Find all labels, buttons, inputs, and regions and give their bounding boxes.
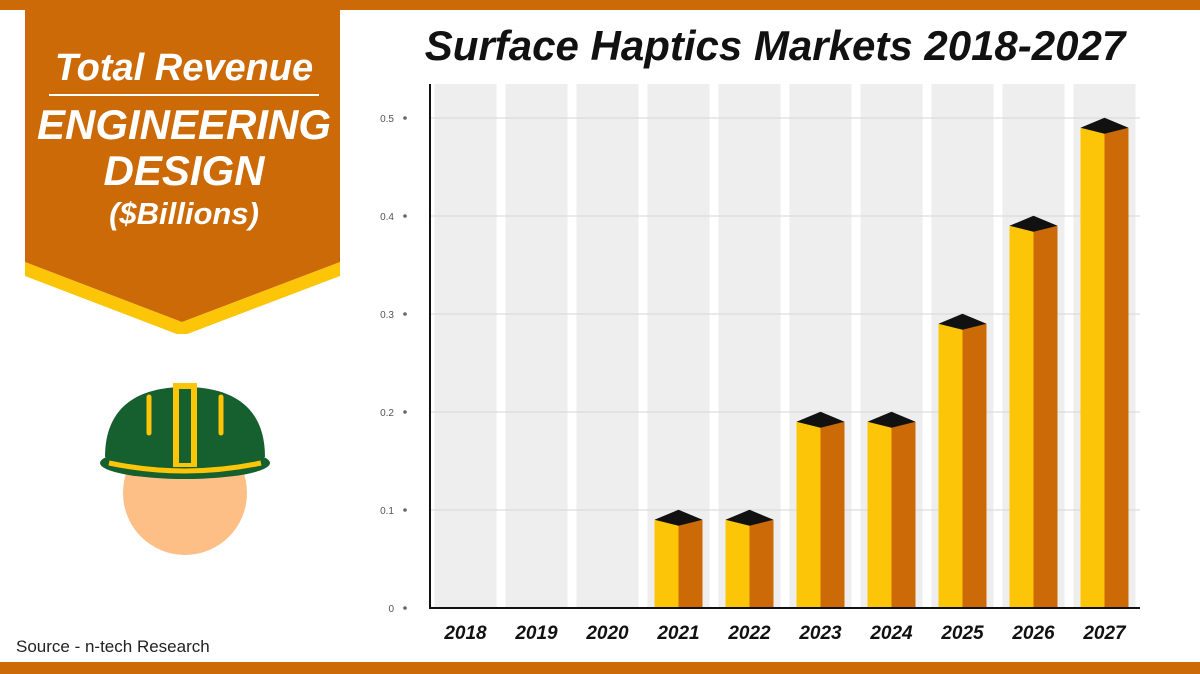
column-background-2020 xyxy=(576,84,639,608)
y-tick-dot-0 xyxy=(403,606,407,610)
bar-front-2026 xyxy=(1009,225,1034,609)
bar-side-2021 xyxy=(678,519,703,608)
bottom-accent-bar xyxy=(0,662,1200,674)
banner-divider xyxy=(49,94,319,96)
bar-top-2022 xyxy=(725,509,774,526)
y-tick-label: 0.4 xyxy=(380,212,394,223)
y-tick-dot-1 xyxy=(403,508,407,512)
bar-top-2021 xyxy=(654,509,703,526)
column-background-2018 xyxy=(434,84,497,608)
x-tick-label: 2027 xyxy=(1082,623,1127,644)
x-tick-label: 2026 xyxy=(1011,623,1055,644)
banner-shadow xyxy=(25,262,340,334)
bar-front-2021 xyxy=(654,519,679,608)
banner-units: ($Billions) xyxy=(109,196,259,231)
bar-side-2026 xyxy=(1033,225,1058,609)
y-tick-dot-3 xyxy=(403,312,407,316)
banner-shape xyxy=(25,0,340,322)
bar-side-2027 xyxy=(1104,127,1129,609)
bar-side-2024 xyxy=(891,421,916,608)
banner-subtitle-1: ENGINEERING xyxy=(36,101,332,148)
top-accent-bar xyxy=(0,0,1200,10)
column-background-2019 xyxy=(505,84,568,608)
helmet-brim-stripe xyxy=(108,460,262,474)
banner-title: Total Revenue xyxy=(54,47,314,89)
chart-title: Surface Haptics Markets 2018-2027 xyxy=(424,22,1126,69)
bar-side-2025 xyxy=(962,323,987,608)
x-tick-label: 2024 xyxy=(869,623,913,644)
source-note: Source - n-tech Research xyxy=(16,637,210,656)
title-banner xyxy=(25,0,340,334)
bar-side-2022 xyxy=(749,519,774,608)
y-tick-dot-2 xyxy=(403,410,407,414)
bar-front-2022 xyxy=(725,519,750,608)
bar-front-2025 xyxy=(938,323,963,608)
y-tick-dot-5 xyxy=(403,116,407,120)
bar-top-2025 xyxy=(938,313,987,330)
banner-text: Total Revenue ENGINEERING DESIGN ($Billi… xyxy=(28,46,340,234)
bar-top-2026 xyxy=(1009,215,1058,232)
y-tick-label: 0.2 xyxy=(380,408,394,419)
y-tick-label: 0 xyxy=(388,604,394,615)
y-tick-label: 0.5 xyxy=(380,114,394,125)
bar-top-2024 xyxy=(867,411,916,428)
y-tick-label: 0.1 xyxy=(380,506,394,517)
x-tick-label: 2018 xyxy=(443,623,487,644)
x-tick-label: 2023 xyxy=(798,623,842,644)
y-tick-label: 0.3 xyxy=(380,310,394,321)
x-tick-label: 2020 xyxy=(585,623,629,644)
x-tick-label: 2022 xyxy=(727,623,771,644)
y-tick-dot-4 xyxy=(403,214,407,218)
bar-top-2023 xyxy=(796,411,845,428)
helmet-top-stripe-inner xyxy=(179,389,191,463)
x-tick-label: 2021 xyxy=(656,623,699,644)
bar-chart: 0 0.1 0.2 0.3 0.4 0.5 2018 2019 2020 2021 2022 2023… xyxy=(380,84,1140,644)
banner-subtitle-2: DESIGN xyxy=(103,147,265,194)
bar-top-2027 xyxy=(1080,117,1129,134)
x-tick-label: 2025 xyxy=(940,623,984,644)
engineer-hardhat-icon xyxy=(100,383,270,555)
bar-front-2023 xyxy=(796,421,821,608)
bar-front-2024 xyxy=(867,421,892,608)
bar-front-2027 xyxy=(1080,127,1105,609)
bar-side-2023 xyxy=(820,421,845,608)
x-tick-label: 2019 xyxy=(514,623,558,644)
